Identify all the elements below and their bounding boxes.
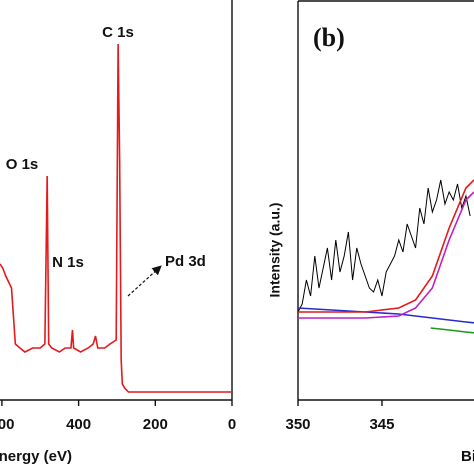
- x-axis-label: Binding Energy (eV): [0, 448, 72, 465]
- series-line: [430, 327, 474, 334]
- x-tick-label: 345: [369, 416, 394, 433]
- x-tick-label: 400: [66, 416, 91, 433]
- annotation: C 1s: [102, 24, 134, 41]
- series-line: [298, 307, 474, 324]
- series-line: [298, 191, 474, 319]
- x-tick-label: 350: [285, 416, 310, 433]
- series-line: [298, 179, 471, 313]
- series-line: [0, 43, 232, 393]
- series-line: [298, 179, 474, 313]
- y-axis-label: Intensity (a.u.): [267, 203, 283, 298]
- x-axis-label: Binding Energy (eV): [461, 448, 474, 465]
- x-tick-label: 600: [0, 416, 14, 433]
- x-tick-label: 0: [228, 416, 236, 433]
- x-tick-label: 200: [143, 416, 168, 433]
- annotation: Pd 3d: [165, 253, 206, 270]
- panel-label: (b): [313, 23, 345, 52]
- annotation: O 1s: [6, 156, 39, 173]
- annotation: N 1s: [52, 254, 84, 271]
- annotation-arrow: [127, 265, 162, 297]
